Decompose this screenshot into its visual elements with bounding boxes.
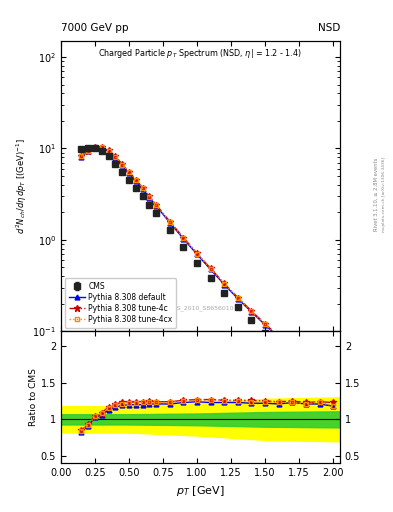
Pythia 8.308 tune-4c [290,346,295,352]
Legend: CMS, Pythia 8.308 default, Pythia 8.308 tune-4c, Pythia 8.308 tune-4cx: CMS, Pythia 8.308 default, Pythia 8.308 … [65,278,176,328]
Pythia 8.308 default [249,309,254,315]
Pythia 8.308 default [79,154,84,160]
X-axis label: $p_{T}$ [GeV]: $p_{T}$ [GeV] [176,484,225,498]
Text: mcplots.cern.ch [arXiv:1306.3436]: mcplots.cern.ch [arXiv:1306.3436] [382,157,386,232]
Pythia 8.308 tune-4cx [154,202,158,208]
Pythia 8.308 default [331,382,336,388]
Pythia 8.308 tune-4cx [249,308,254,314]
Pythia 8.308 tune-4c [147,194,152,200]
Pythia 8.308 default [263,322,268,328]
Pythia 8.308 tune-4c [99,144,104,150]
Pythia 8.308 tune-4cx [195,250,199,257]
Pythia 8.308 tune-4cx [93,144,97,150]
Pythia 8.308 tune-4c [140,185,145,191]
Pythia 8.308 default [133,178,138,184]
Pythia 8.308 default [208,266,213,272]
Pythia 8.308 tune-4cx [147,194,152,200]
Line: Pythia 8.308 tune-4c: Pythia 8.308 tune-4c [78,143,336,387]
Pythia 8.308 tune-4cx [127,169,131,176]
Text: NSD: NSD [318,23,340,33]
Pythia 8.308 tune-4cx [113,154,118,160]
Pythia 8.308 tune-4cx [222,281,227,287]
Pythia 8.308 default [99,145,104,151]
Pythia 8.308 tune-4c [127,169,131,175]
Pythia 8.308 tune-4c [133,177,138,183]
Pythia 8.308 tune-4c [106,147,111,153]
Text: 7000 GeV pp: 7000 GeV pp [61,23,129,33]
Pythia 8.308 tune-4c [93,143,97,150]
Pythia 8.308 tune-4cx [208,266,213,272]
Pythia 8.308 tune-4c [235,294,240,301]
Pythia 8.308 default [106,148,111,155]
Pythia 8.308 tune-4c [331,380,336,387]
Pythia 8.308 default [113,155,118,161]
Pythia 8.308 tune-4cx [106,147,111,154]
Pythia 8.308 tune-4c [113,153,118,159]
Pythia 8.308 tune-4c [195,250,199,257]
Pythia 8.308 tune-4c [276,333,281,339]
Pythia 8.308 default [120,162,125,168]
Line: Pythia 8.308 tune-4cx: Pythia 8.308 tune-4cx [79,145,335,387]
Pythia 8.308 default [290,346,295,352]
Text: CMS_2010_S8656010: CMS_2010_S8656010 [167,305,234,311]
Pythia 8.308 tune-4cx [86,148,90,154]
Pythia 8.308 tune-4cx [140,185,145,191]
Pythia 8.308 default [86,148,90,155]
Pythia 8.308 tune-4cx [79,153,84,159]
Pythia 8.308 tune-4c [86,147,90,154]
Pythia 8.308 tune-4c [181,234,186,241]
Pythia 8.308 tune-4cx [263,321,268,327]
Pythia 8.308 tune-4c [79,153,84,159]
Pythia 8.308 tune-4cx [317,369,322,375]
Pythia 8.308 default [235,295,240,302]
Pythia 8.308 tune-4cx [331,382,336,388]
Pythia 8.308 tune-4cx [120,161,125,167]
Line: Pythia 8.308 default: Pythia 8.308 default [79,145,336,387]
Pythia 8.308 tune-4c [249,308,254,314]
Pythia 8.308 tune-4c [222,281,227,287]
Pythia 8.308 tune-4c [167,219,172,225]
Text: Charged Particle $p_{T}$ Spectrum (NSD, $\eta$| = 1.2 - 1.4): Charged Particle $p_{T}$ Spectrum (NSD, … [99,47,302,60]
Pythia 8.308 default [167,220,172,226]
Pythia 8.308 default [127,170,131,176]
Pythia 8.308 default [140,186,145,192]
Pythia 8.308 tune-4cx [133,177,138,183]
Pythia 8.308 default [93,144,97,151]
Pythia 8.308 tune-4c [317,369,322,375]
Pythia 8.308 tune-4cx [303,358,308,365]
Pythia 8.308 default [181,236,186,242]
Pythia 8.308 default [154,203,158,209]
Pythia 8.308 tune-4cx [276,334,281,340]
Pythia 8.308 tune-4c [208,265,213,271]
Pythia 8.308 default [222,282,227,288]
Pythia 8.308 tune-4c [120,161,125,167]
Pythia 8.308 tune-4cx [167,219,172,225]
Pythia 8.308 tune-4cx [181,235,186,241]
Pythia 8.308 tune-4c [263,321,268,327]
Text: Rivet 3.1.10, ≥ 2.8M events: Rivet 3.1.10, ≥ 2.8M events [374,158,379,231]
Pythia 8.308 default [195,251,199,258]
Pythia 8.308 default [276,334,281,340]
Pythia 8.308 tune-4cx [290,346,295,352]
Pythia 8.308 default [317,370,322,376]
Y-axis label: Ratio to CMS: Ratio to CMS [29,369,38,426]
Pythia 8.308 tune-4cx [235,295,240,301]
Pythia 8.308 tune-4c [154,202,158,208]
Pythia 8.308 default [303,358,308,365]
Pythia 8.308 tune-4cx [99,144,104,151]
Pythia 8.308 tune-4c [303,357,308,364]
Pythia 8.308 default [147,195,152,201]
Y-axis label: $d^{2}N_{ch}/d\eta\,dp_{T}$ [(GeV)$^{-1}$]: $d^{2}N_{ch}/d\eta\,dp_{T}$ [(GeV)$^{-1}… [15,138,29,234]
